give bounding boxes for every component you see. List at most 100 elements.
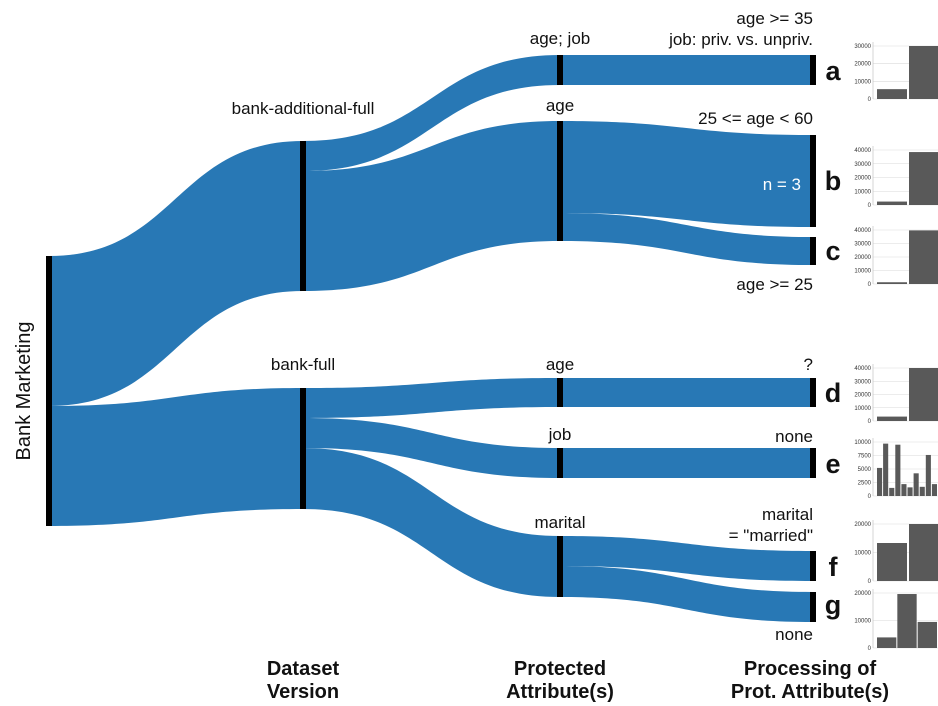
flow-full-to-age [303,378,560,418]
column-header-processing-line2: Prot. Attribute(s) [731,681,889,703]
histogram-bar [877,467,883,496]
histogram-tick-label: 10000 [854,406,871,412]
histogram-bar [931,484,937,496]
column-header-protected-line2: Attribute(s) [506,681,614,703]
flow-age-to-c [560,213,813,265]
column-header-dataset-line1: Dataset [267,658,340,680]
histogram-bar [925,454,931,496]
histogram-tick-label: 30000 [854,242,871,248]
flows [49,55,813,622]
histogram-f: 20000 10000 0 [854,520,938,585]
histogram-tick-label: 20000 [854,255,871,261]
histogram-tick-label: 10000 [854,79,871,85]
flow-additional-to-age [303,121,560,291]
histogram-d: 40000 30000 20000 10000 0 [854,364,938,425]
flow-bankmarketing-to-bank-additional-full [49,141,303,406]
node-age-full [557,378,563,407]
histogram-bar [895,444,901,496]
histogram-tick-label: 10000 [854,551,871,557]
histogram-bar [889,487,895,496]
histogram-g: 20000 10000 0 [854,589,938,652]
flow-marital-to-f [560,536,813,581]
histogram-tick-label: 20000 [854,176,871,182]
histogram-tick-label: 10000 [854,269,871,275]
histogram-tick-label: 20000 [854,62,871,68]
histogram-bar [877,201,907,205]
histogram-bar [877,637,897,648]
flow-agefull-to-d [560,378,813,407]
histogram-b: 40000 30000 20000 10000 0 [854,146,938,209]
column-header-dataset-line2: Version [267,681,339,703]
histogram-e: 10000 7500 5000 2500 0 [854,438,938,500]
column-header-protected-line1: Protected [514,658,606,680]
protected-label-job-full: job [548,425,572,444]
histogram-bar [909,524,938,581]
histograms: 3000020000100000400003000020000100000400… [854,42,938,652]
histogram-bar [877,416,907,421]
histogram-tick-label: 30000 [854,44,871,50]
histogram-c: 40000 30000 20000 10000 0 [854,226,938,288]
histogram-tick-label: 10000 [854,189,871,195]
processing-a-label-1: age >= 35 [736,9,813,28]
histogram-tick-label: 5000 [858,467,872,473]
node-e [810,448,816,478]
letter-e: e [825,449,840,479]
histogram-tick-label: 0 [868,419,872,425]
node-age-job [557,55,563,85]
nodes [46,55,816,622]
processing-c-label: age >= 25 [736,275,813,294]
flow-additional-to-agejob [303,55,560,171]
histogram-tick-label: 20000 [854,522,871,528]
letter-d: d [825,378,842,408]
protected-label-age-additional: age [546,96,574,115]
processing-d-label: ? [804,355,813,374]
flow-agejob-to-a [560,55,813,85]
histogram-tick-label: 0 [868,282,872,288]
node-b [810,135,816,227]
histogram-bar [901,484,907,496]
processing-e-label: none [775,427,813,446]
histogram-bar [909,152,938,205]
histogram-tick-label: 2500 [858,481,872,487]
histogram-tick-label: 30000 [854,379,871,385]
flow-full-to-marital [303,448,560,597]
histogram-bar [897,594,917,648]
flow-age-to-b [560,121,813,227]
letter-f: f [829,552,839,582]
letter-c: c [825,236,840,266]
root-label: Bank Marketing [13,322,35,461]
histogram-a: 30000 20000 10000 0 [854,42,938,103]
histogram-tick-label: 40000 [854,366,871,372]
processing-f-label-1: marital [762,505,813,524]
node-d [810,378,816,407]
histogram-bar [877,543,907,581]
histogram-tick-label: 40000 [854,148,871,154]
histogram-bar [909,46,938,99]
letter-a: a [825,56,841,86]
node-c [810,237,816,265]
node-marital [557,536,563,597]
flow-marital-to-g [560,566,813,622]
histogram-tick-label: 20000 [854,591,871,597]
histogram-bar [883,443,889,496]
dataset-label-bank-full: bank-full [271,355,335,374]
processing-g-label: none [775,625,813,644]
processing-b-inner-label: n = 3 [763,175,801,194]
column-header-processing-line1: Processing of [744,658,877,680]
node-age-additional [557,121,563,241]
processing-f-label-2: = "married" [729,526,813,545]
histogram-tick-label: 0 [868,646,872,652]
histogram-bar [907,487,913,496]
protected-label-age-job: age; job [530,29,591,48]
histogram-tick-label: 0 [868,203,872,209]
histogram-bar [877,89,907,99]
histogram-bar [877,282,907,284]
node-bank-additional-full [300,141,306,291]
histogram-bar [913,473,919,496]
node-bank-marketing [46,256,52,526]
histogram-tick-label: 30000 [854,162,871,168]
histogram-tick-label: 0 [868,97,872,103]
histogram-bar [919,486,925,496]
histogram-tick-label: 10000 [854,440,871,446]
